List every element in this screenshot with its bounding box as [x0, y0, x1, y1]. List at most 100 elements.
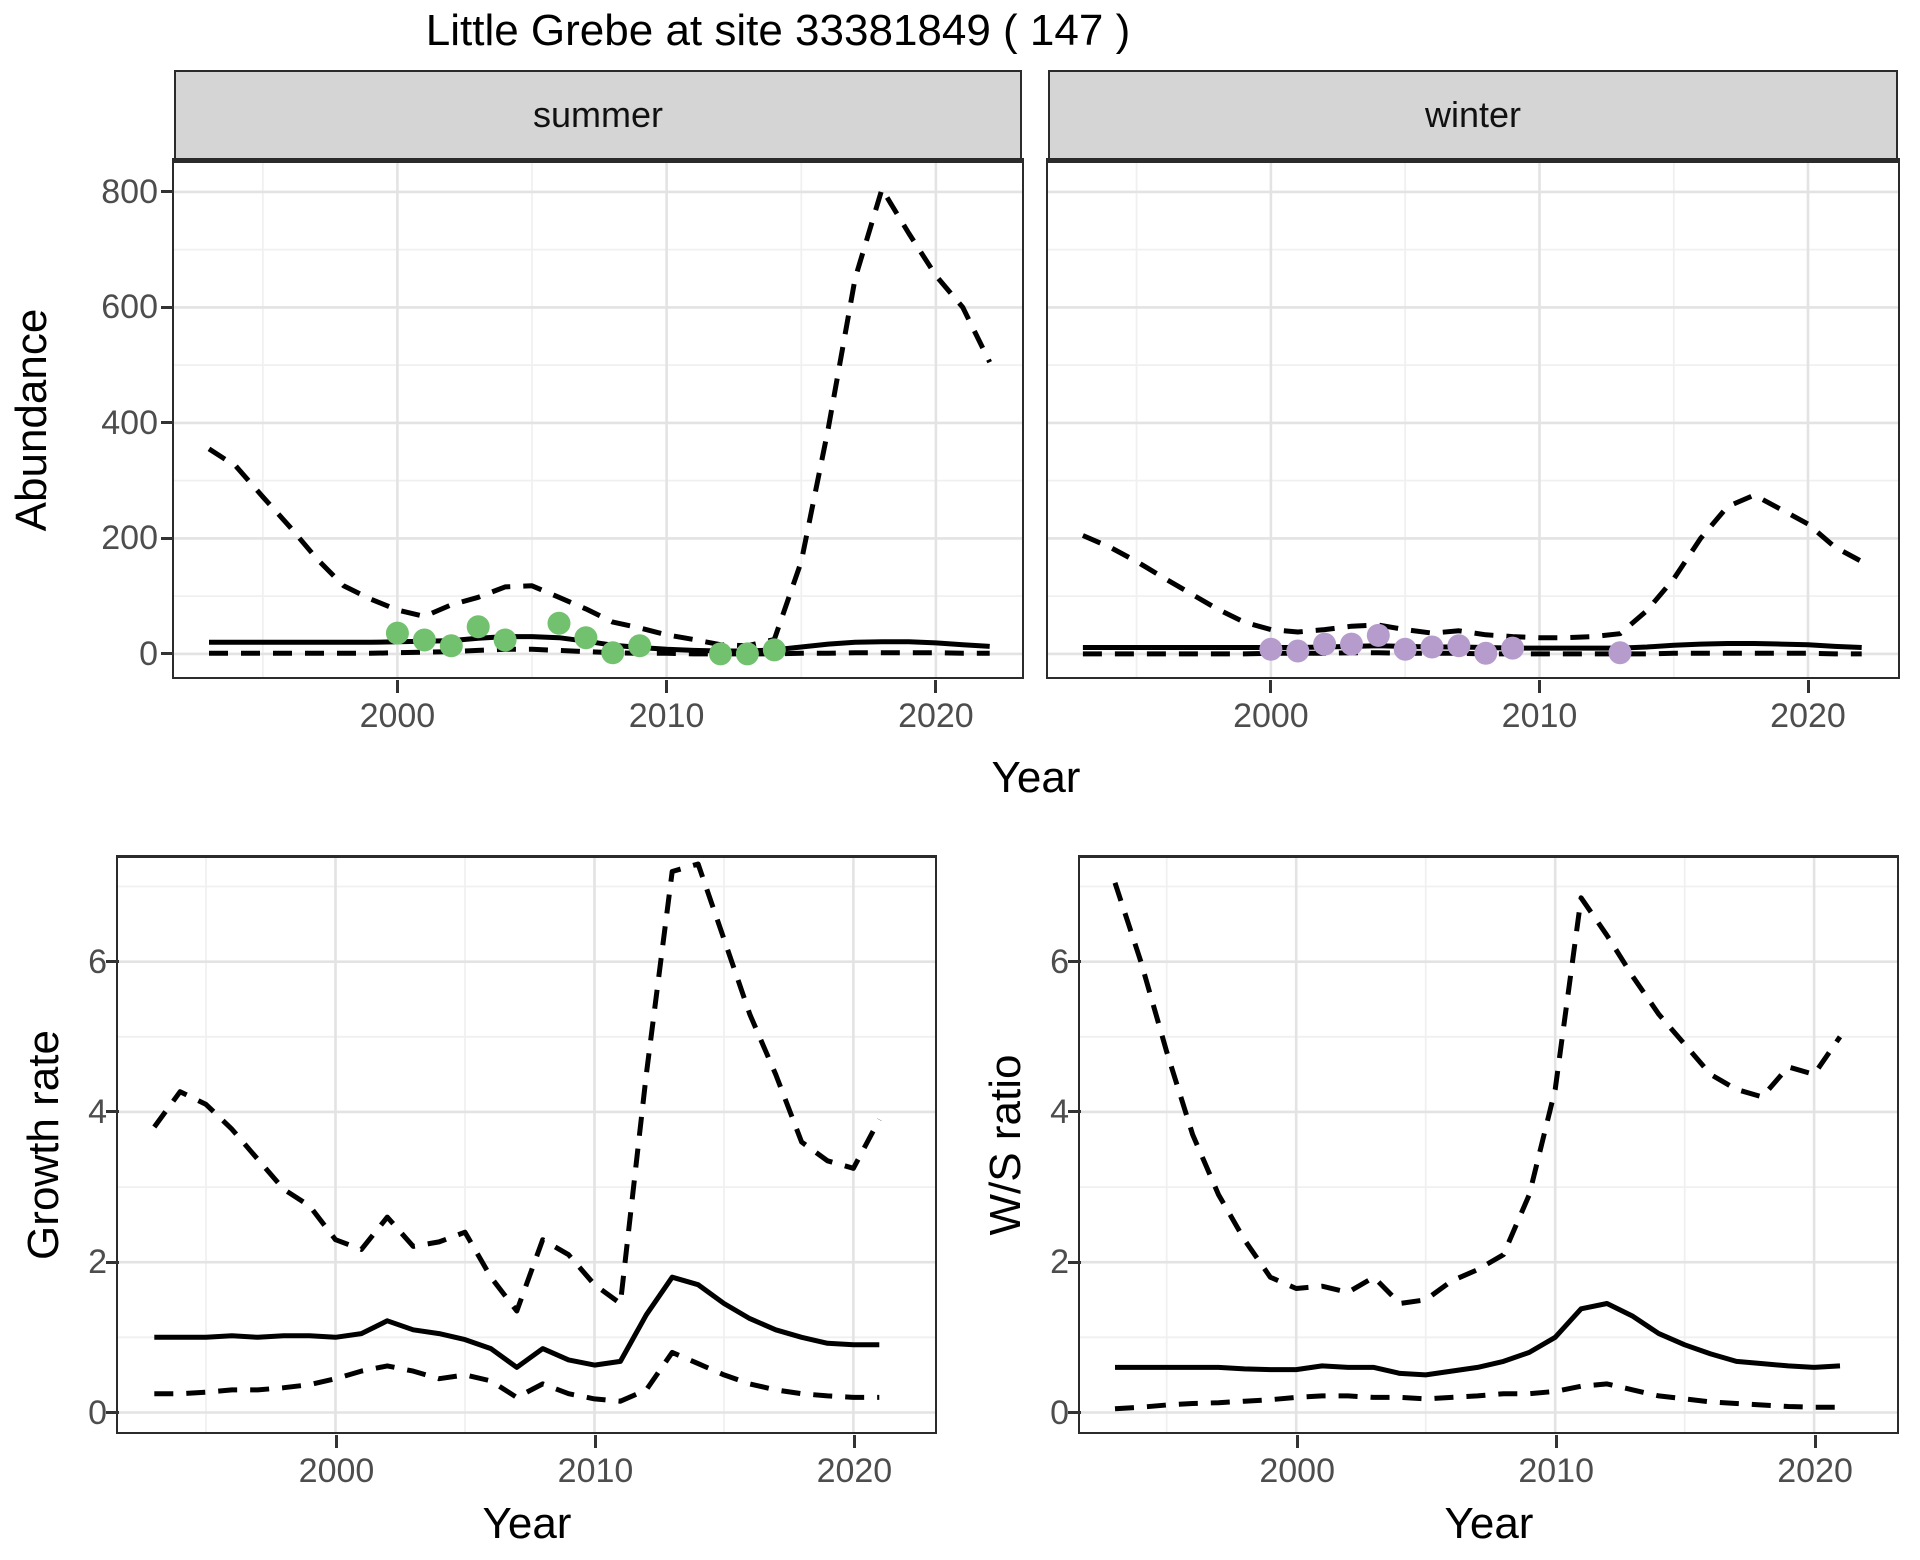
- x-tick-mark: [1269, 680, 1273, 693]
- y-tick-label: 4: [88, 1092, 107, 1131]
- x-tick-label: 2020: [816, 1452, 893, 1490]
- x-tick-mark: [665, 680, 669, 693]
- x-tick-mark: [1538, 680, 1541, 693]
- y-tick-mark: [161, 421, 174, 425]
- x-tick-label: 2020: [1770, 697, 1846, 735]
- facet-strip-winter: winter: [1048, 70, 1898, 158]
- y-tick-mark: [106, 1411, 119, 1414]
- summer-observation-point: [762, 638, 786, 662]
- growth_rate-estimate-line: [154, 1274, 880, 1370]
- summer-observation-point: [412, 628, 436, 652]
- y-tick-label: 2: [1050, 1243, 1069, 1282]
- x-tick-mark: [1295, 1435, 1299, 1448]
- y-tick-label: 0: [139, 634, 158, 673]
- summer-upper_ci-line: [207, 186, 992, 649]
- winter-observation-point: [1259, 637, 1283, 661]
- x-tick-label: 2000: [1259, 1452, 1335, 1490]
- y-tick-label: 600: [101, 288, 158, 327]
- y-tick-mark: [106, 1110, 119, 1114]
- ws_ratio-estimate-line: [1115, 1301, 1841, 1378]
- winter-observation-point: [1286, 639, 1310, 663]
- y-tick-mark: [161, 652, 174, 656]
- winter-lower_ci-line: [1082, 650, 1862, 657]
- panel-abundance-summer: [172, 158, 1024, 679]
- winter-observation-point: [1393, 637, 1417, 661]
- y-axis-title-growth-rate: Growth rate: [19, 1030, 68, 1260]
- y-tick-mark: [161, 190, 174, 194]
- x-tick-label: 2010: [628, 697, 705, 735]
- panel-growth-rate: [116, 855, 937, 1434]
- summer-observation-point: [601, 641, 625, 665]
- abundance-winter-plot: [1048, 163, 1898, 677]
- summer-observation-point: [385, 621, 409, 645]
- x-axis-title-year-growth: Year: [482, 1499, 572, 1548]
- panel-abundance-winter: [1046, 158, 1900, 679]
- y-tick-mark: [161, 536, 174, 540]
- facet-strip-summer-label: summer: [532, 94, 663, 135]
- y-tick-label: 0: [1050, 1393, 1069, 1432]
- x-tick-label: 2010: [1518, 1452, 1594, 1490]
- summer-observation-point: [493, 628, 517, 652]
- facet-strip-winter-label: winter: [1424, 94, 1522, 135]
- x-tick-label: 2000: [359, 697, 436, 735]
- y-tick-mark: [1068, 1260, 1081, 1264]
- chart-title: Little Grebe at site 33381849 ( 147 ): [425, 6, 1131, 55]
- winter-upper_ci-line: [1081, 492, 1863, 641]
- x-axis-title-year-top: Year: [991, 753, 1081, 802]
- summer-observation-point: [547, 611, 571, 635]
- ws-ratio-plot: [1080, 858, 1897, 1432]
- x-tick-mark: [335, 1435, 338, 1448]
- growth_rate-lower_ci-line: [154, 1349, 880, 1404]
- x-tick-label: 2010: [1501, 697, 1578, 735]
- winter-observation-point: [1447, 634, 1471, 658]
- summer-lower_ci-line: [209, 646, 990, 657]
- summer-observation-point: [735, 642, 759, 666]
- winter-observation-point: [1313, 632, 1337, 656]
- x-tick-label: 2020: [1777, 1452, 1853, 1490]
- y-tick-label: 4: [1050, 1092, 1069, 1131]
- x-tick-mark: [934, 680, 938, 693]
- y-axis-title-ws-ratio: W/S ratio: [981, 1054, 1030, 1236]
- winter-observation-point: [1340, 632, 1363, 656]
- x-tick-mark: [1554, 1435, 1558, 1448]
- x-tick-mark: [594, 1435, 597, 1448]
- growth-rate-plot: [118, 858, 935, 1432]
- y-tick-label: 6: [1050, 942, 1069, 981]
- panel-ws-ratio: [1078, 855, 1899, 1434]
- y-tick-label: 800: [101, 172, 158, 211]
- y-tick-label: 400: [101, 403, 158, 442]
- x-tick-mark: [395, 680, 399, 693]
- facet-strip-summer: summer: [174, 70, 1022, 158]
- summer-observation-point: [628, 634, 652, 658]
- summer-observation-point: [466, 615, 490, 639]
- x-tick-label: 2020: [898, 697, 974, 735]
- y-tick-mark: [1068, 1110, 1081, 1114]
- y-tick-mark: [1068, 1411, 1081, 1414]
- y-tick-mark: [106, 960, 119, 964]
- summer-estimate-line: [209, 634, 990, 654]
- x-tick-label: 2010: [557, 1452, 634, 1490]
- y-tick-label: 2: [88, 1243, 107, 1282]
- y-tick-mark: [1068, 960, 1081, 964]
- x-tick-label: 2000: [1233, 697, 1309, 735]
- x-tick-mark: [1806, 680, 1810, 693]
- abundance-summer-plot: [174, 163, 1022, 677]
- summer-observation-point: [574, 626, 598, 650]
- x-axis-title-year-ws: Year: [1444, 1499, 1534, 1548]
- summer-observation-point: [709, 642, 732, 666]
- y-tick-label: 6: [88, 942, 107, 981]
- y-tick-mark: [161, 305, 174, 309]
- ws_ratio-upper_ci-line: [1112, 882, 1843, 1306]
- x-tick-mark: [1813, 1435, 1817, 1448]
- winter-observation-point: [1501, 636, 1525, 660]
- y-tick-label: 0: [88, 1393, 107, 1432]
- y-tick-label: 200: [101, 519, 158, 558]
- x-tick-label: 2000: [298, 1452, 375, 1490]
- winter-estimate-line: [1082, 641, 1862, 651]
- growth_rate-upper_ci-line: [152, 861, 882, 1314]
- summer-observation-point: [439, 634, 463, 658]
- winter-observation-point: [1474, 641, 1498, 665]
- winter-observation-point: [1420, 635, 1444, 659]
- winter-observation-point: [1366, 623, 1390, 647]
